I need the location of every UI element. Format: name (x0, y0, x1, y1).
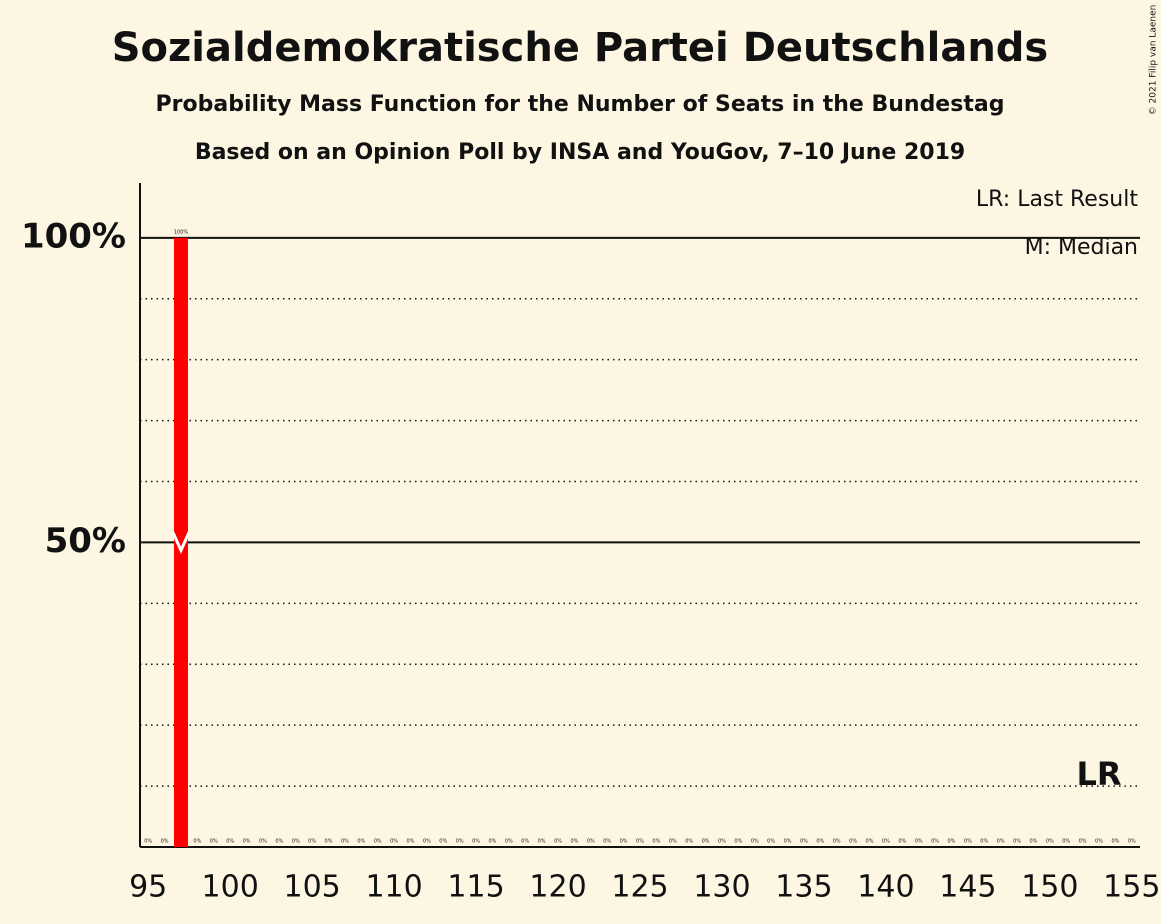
data-label: 0% (784, 839, 792, 845)
data-label: 0% (308, 839, 316, 845)
data-label: 0% (898, 839, 906, 845)
x-tick-label: 110 (365, 870, 422, 905)
data-label: 0% (767, 839, 775, 845)
x-tick-label: 105 (283, 870, 340, 905)
x-tick-label: 155 (1103, 870, 1160, 905)
data-label: 0% (456, 839, 464, 845)
data-label: 0% (407, 839, 415, 845)
data-label: 0% (521, 839, 529, 845)
data-label: 0% (488, 839, 496, 845)
data-label: 0% (1062, 839, 1070, 845)
chart-subtitle: Based on an Opinion Poll by INSA and You… (195, 140, 965, 165)
data-label: 0% (374, 839, 382, 845)
data-label: 0% (882, 839, 890, 845)
data-label: 100% (174, 229, 189, 235)
data-label: 0% (226, 839, 234, 845)
data-label: 0% (751, 839, 759, 845)
data-label: 0% (243, 839, 251, 845)
data-label: 0% (620, 839, 628, 845)
data-label: 0% (685, 839, 693, 845)
data-label: 0% (390, 839, 398, 845)
data-label: 0% (423, 839, 431, 845)
data-label: 0% (275, 839, 283, 845)
data-label: 0% (915, 839, 923, 845)
data-label: 0% (603, 839, 611, 845)
data-label: 0% (833, 839, 841, 845)
bar (173, 237, 188, 847)
data-label: 0% (849, 839, 857, 845)
data-label: 0% (1046, 839, 1054, 845)
data-label: 0% (1029, 839, 1037, 845)
y-tick-label: 100% (21, 216, 126, 256)
data-label: 0% (636, 839, 644, 845)
chart-title: Sozialdemokratische Partei Deutschlands (112, 25, 1049, 71)
data-label: 0% (816, 839, 824, 845)
data-label: 0% (554, 839, 562, 845)
data-label: 0% (325, 839, 333, 845)
x-tick-label: 120 (529, 870, 586, 905)
data-label: 0% (357, 839, 365, 845)
data-label: 0% (1013, 839, 1021, 845)
data-label: 0% (866, 839, 874, 845)
data-label: 0% (587, 839, 595, 845)
x-tick-label: 150 (1021, 870, 1078, 905)
data-label: 0% (1095, 839, 1103, 845)
data-label: 0% (341, 839, 349, 845)
data-label: 0% (800, 839, 808, 845)
data-label: 0% (931, 839, 939, 845)
last-result-label: LR (1077, 755, 1122, 793)
x-tick-label: 135 (775, 870, 832, 905)
data-label: 0% (1111, 839, 1119, 845)
data-label: 0% (210, 839, 218, 845)
data-label: 0% (734, 839, 742, 845)
data-label: 0% (292, 839, 300, 845)
data-label: 0% (718, 839, 726, 845)
data-label: 0% (980, 839, 988, 845)
data-label: 0% (161, 839, 169, 845)
x-tick-label: 95 (129, 870, 167, 905)
median-marker (171, 531, 191, 555)
data-label: 0% (472, 839, 480, 845)
x-tick-label: 145 (939, 870, 996, 905)
data-label: 0% (702, 839, 710, 845)
data-label: 0% (1079, 839, 1087, 845)
chart-subtitle: Probability Mass Function for the Number… (156, 92, 1005, 117)
data-label: 0% (570, 839, 578, 845)
legend-entry: M: Median (1025, 235, 1138, 260)
data-label: 0% (1128, 839, 1136, 845)
x-tick-label: 130 (693, 870, 750, 905)
data-label: 0% (948, 839, 956, 845)
copyright: © 2021 Filip van Laenen (1149, 5, 1159, 116)
x-tick-label: 140 (857, 870, 914, 905)
data-label: 0% (669, 839, 677, 845)
legend-entry: LR: Last Result (976, 187, 1138, 212)
data-label: 0% (259, 839, 267, 845)
data-label: 0% (652, 839, 660, 845)
data-label: 0% (439, 839, 447, 845)
data-label: 0% (144, 839, 152, 845)
data-label: 0% (538, 839, 546, 845)
data-label: 0% (997, 839, 1005, 845)
data-label: 0% (193, 839, 201, 845)
data-label: 0% (505, 839, 513, 845)
x-tick-label: 125 (611, 870, 668, 905)
x-tick-label: 100 (202, 870, 259, 905)
x-tick-label: 115 (447, 870, 504, 905)
data-label: 0% (964, 839, 972, 845)
y-tick-label: 50% (45, 521, 126, 561)
